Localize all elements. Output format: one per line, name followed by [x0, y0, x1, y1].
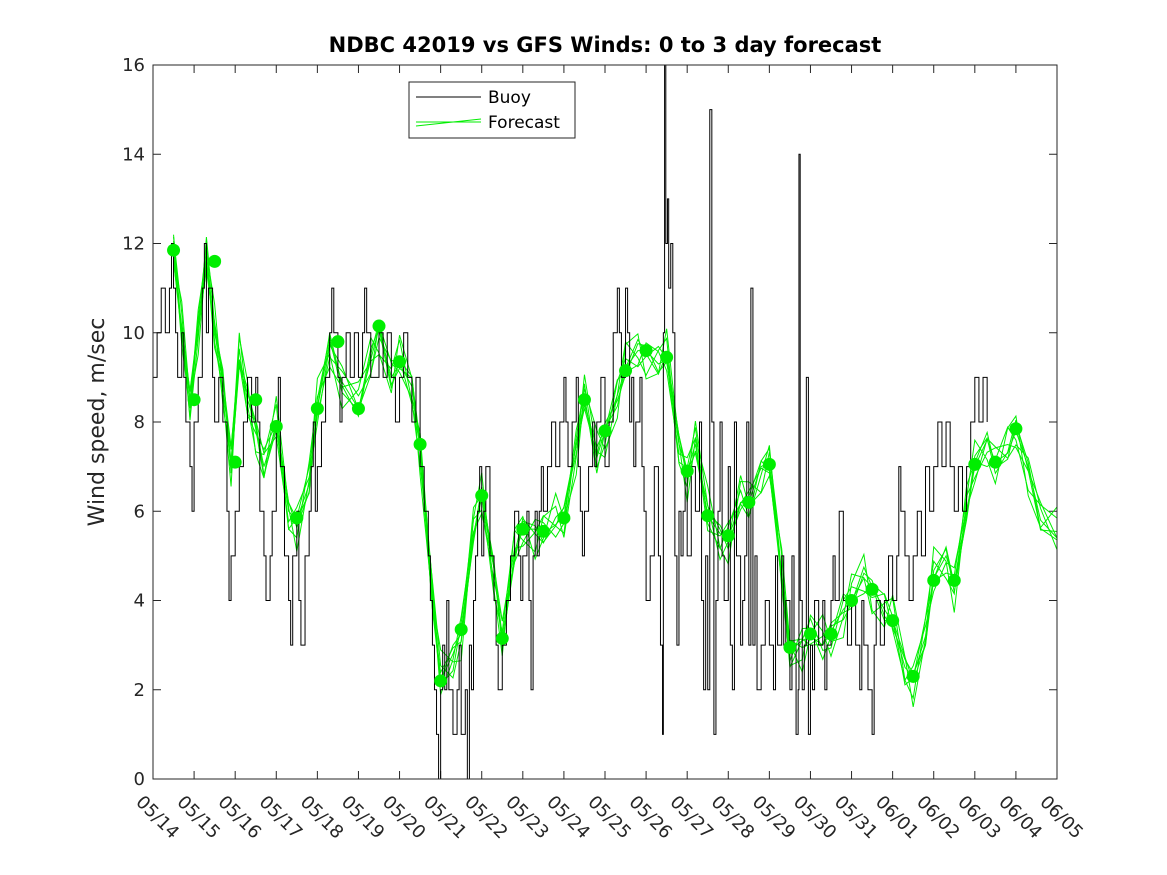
x-tick-label: 05/20 — [378, 792, 430, 844]
forecast-marker — [824, 627, 838, 641]
forecast-marker — [947, 573, 961, 587]
plot-frame — [152, 64, 1058, 780]
forecast-marker — [845, 594, 859, 607]
legend-forecast-swatch-2 — [415, 118, 482, 127]
y-tick-labels: 0 2 4 6 8 10 12 14 16 — [122, 55, 145, 790]
forecast-marker — [598, 424, 612, 438]
x-tick-label: 06/04 — [994, 792, 1046, 844]
x-tick-label: 05/15 — [173, 792, 225, 844]
x-tick-label: 05/31 — [830, 792, 882, 844]
forecast-marker — [886, 614, 900, 628]
forecast-marker — [269, 419, 283, 433]
forecast-marker — [536, 524, 550, 538]
y-tick-label: 14 — [122, 144, 145, 165]
forecast-marker — [290, 511, 304, 525]
forecast-marker — [187, 393, 201, 407]
x-tick-label: 05/21 — [419, 792, 471, 844]
x-tick-label: 05/29 — [748, 792, 800, 844]
forecast-marker — [701, 509, 715, 523]
forecast-marker — [413, 437, 427, 451]
x-tick-label: 05/19 — [337, 792, 389, 844]
y-tick-label: 2 — [134, 680, 145, 701]
forecast-marker — [927, 573, 941, 587]
forecast-marker — [742, 495, 756, 509]
x-tick-label: 05/28 — [707, 792, 759, 844]
forecast-markers — [167, 243, 1023, 688]
y-tick-label: 16 — [122, 55, 145, 76]
legend-box — [408, 81, 576, 139]
forecast-marker — [988, 455, 1002, 469]
forecast-marker — [495, 631, 509, 645]
forecast-marker — [372, 319, 386, 333]
buoy-line — [153, 64, 988, 780]
x-tick-label: 06/03 — [953, 792, 1005, 844]
y-tick-label: 0 — [134, 769, 145, 790]
forecast-marker — [721, 529, 735, 543]
y-tick-label: 8 — [134, 412, 145, 433]
chart-title: NDBC 42019 vs GFS Winds: 0 to 3 day fore… — [329, 33, 882, 57]
x-tick-label: 05/16 — [214, 792, 266, 844]
x-tick-label: 05/27 — [666, 792, 718, 844]
forecast-marker — [351, 402, 365, 416]
forecast-marker — [167, 243, 181, 257]
x-tick-label: 05/22 — [460, 792, 512, 844]
forecast-marker — [208, 254, 222, 268]
y-tick-label: 10 — [122, 323, 145, 344]
forecast-marker — [803, 627, 817, 641]
forecast-marker — [660, 350, 674, 364]
x-tick-label: 06/02 — [912, 792, 964, 844]
y-tick-label: 6 — [134, 501, 145, 522]
forecast-marker — [331, 335, 345, 349]
y-tick-label: 12 — [122, 234, 145, 255]
forecast-marker — [619, 364, 633, 378]
legend-forecast-label: Forecast — [488, 113, 560, 133]
y-tick-label: 4 — [134, 591, 145, 612]
x-tick-label: 06/01 — [871, 792, 923, 844]
y-axis-label: Wind speed, m/sec — [85, 318, 110, 527]
legend: Buoy Forecast — [408, 81, 576, 139]
x-tick-label: 05/24 — [542, 792, 594, 844]
forecast-marker — [968, 457, 982, 471]
forecast-marker — [557, 511, 571, 525]
forecast-marker — [454, 623, 468, 637]
forecast-marker — [762, 457, 776, 471]
forecast-marker — [249, 393, 263, 407]
forecast-marker — [228, 455, 242, 469]
legend-buoy-label: Buoy — [488, 88, 531, 108]
forecast-marker — [865, 582, 879, 596]
x-tick-label: 06/05 — [1035, 792, 1087, 844]
x-tick-labels: 05/1405/1505/1605/1705/1805/1905/2005/21… — [131, 792, 1087, 844]
forecast-marker — [475, 489, 489, 503]
x-tick-label: 05/25 — [583, 792, 635, 844]
forecast-marker — [393, 355, 407, 369]
forecast-marker — [1009, 422, 1023, 436]
x-tick-label: 05/26 — [625, 792, 677, 844]
forecast-marker — [516, 522, 530, 536]
forecast-marker — [639, 344, 653, 358]
buoy-series — [153, 64, 988, 780]
forecast-marker — [577, 393, 591, 407]
x-tick-label: 05/30 — [789, 792, 841, 844]
forecast-marker — [680, 464, 694, 478]
forecast-marker — [434, 674, 448, 688]
x-tick-label: 05/23 — [501, 792, 553, 844]
x-tick-label: 05/18 — [296, 792, 348, 844]
forecast-marker — [783, 640, 797, 654]
forecast-marker — [906, 669, 920, 683]
x-tick-label: 05/17 — [255, 792, 307, 844]
forecast-marker — [310, 402, 324, 416]
x-tick-label: 05/14 — [131, 792, 183, 844]
